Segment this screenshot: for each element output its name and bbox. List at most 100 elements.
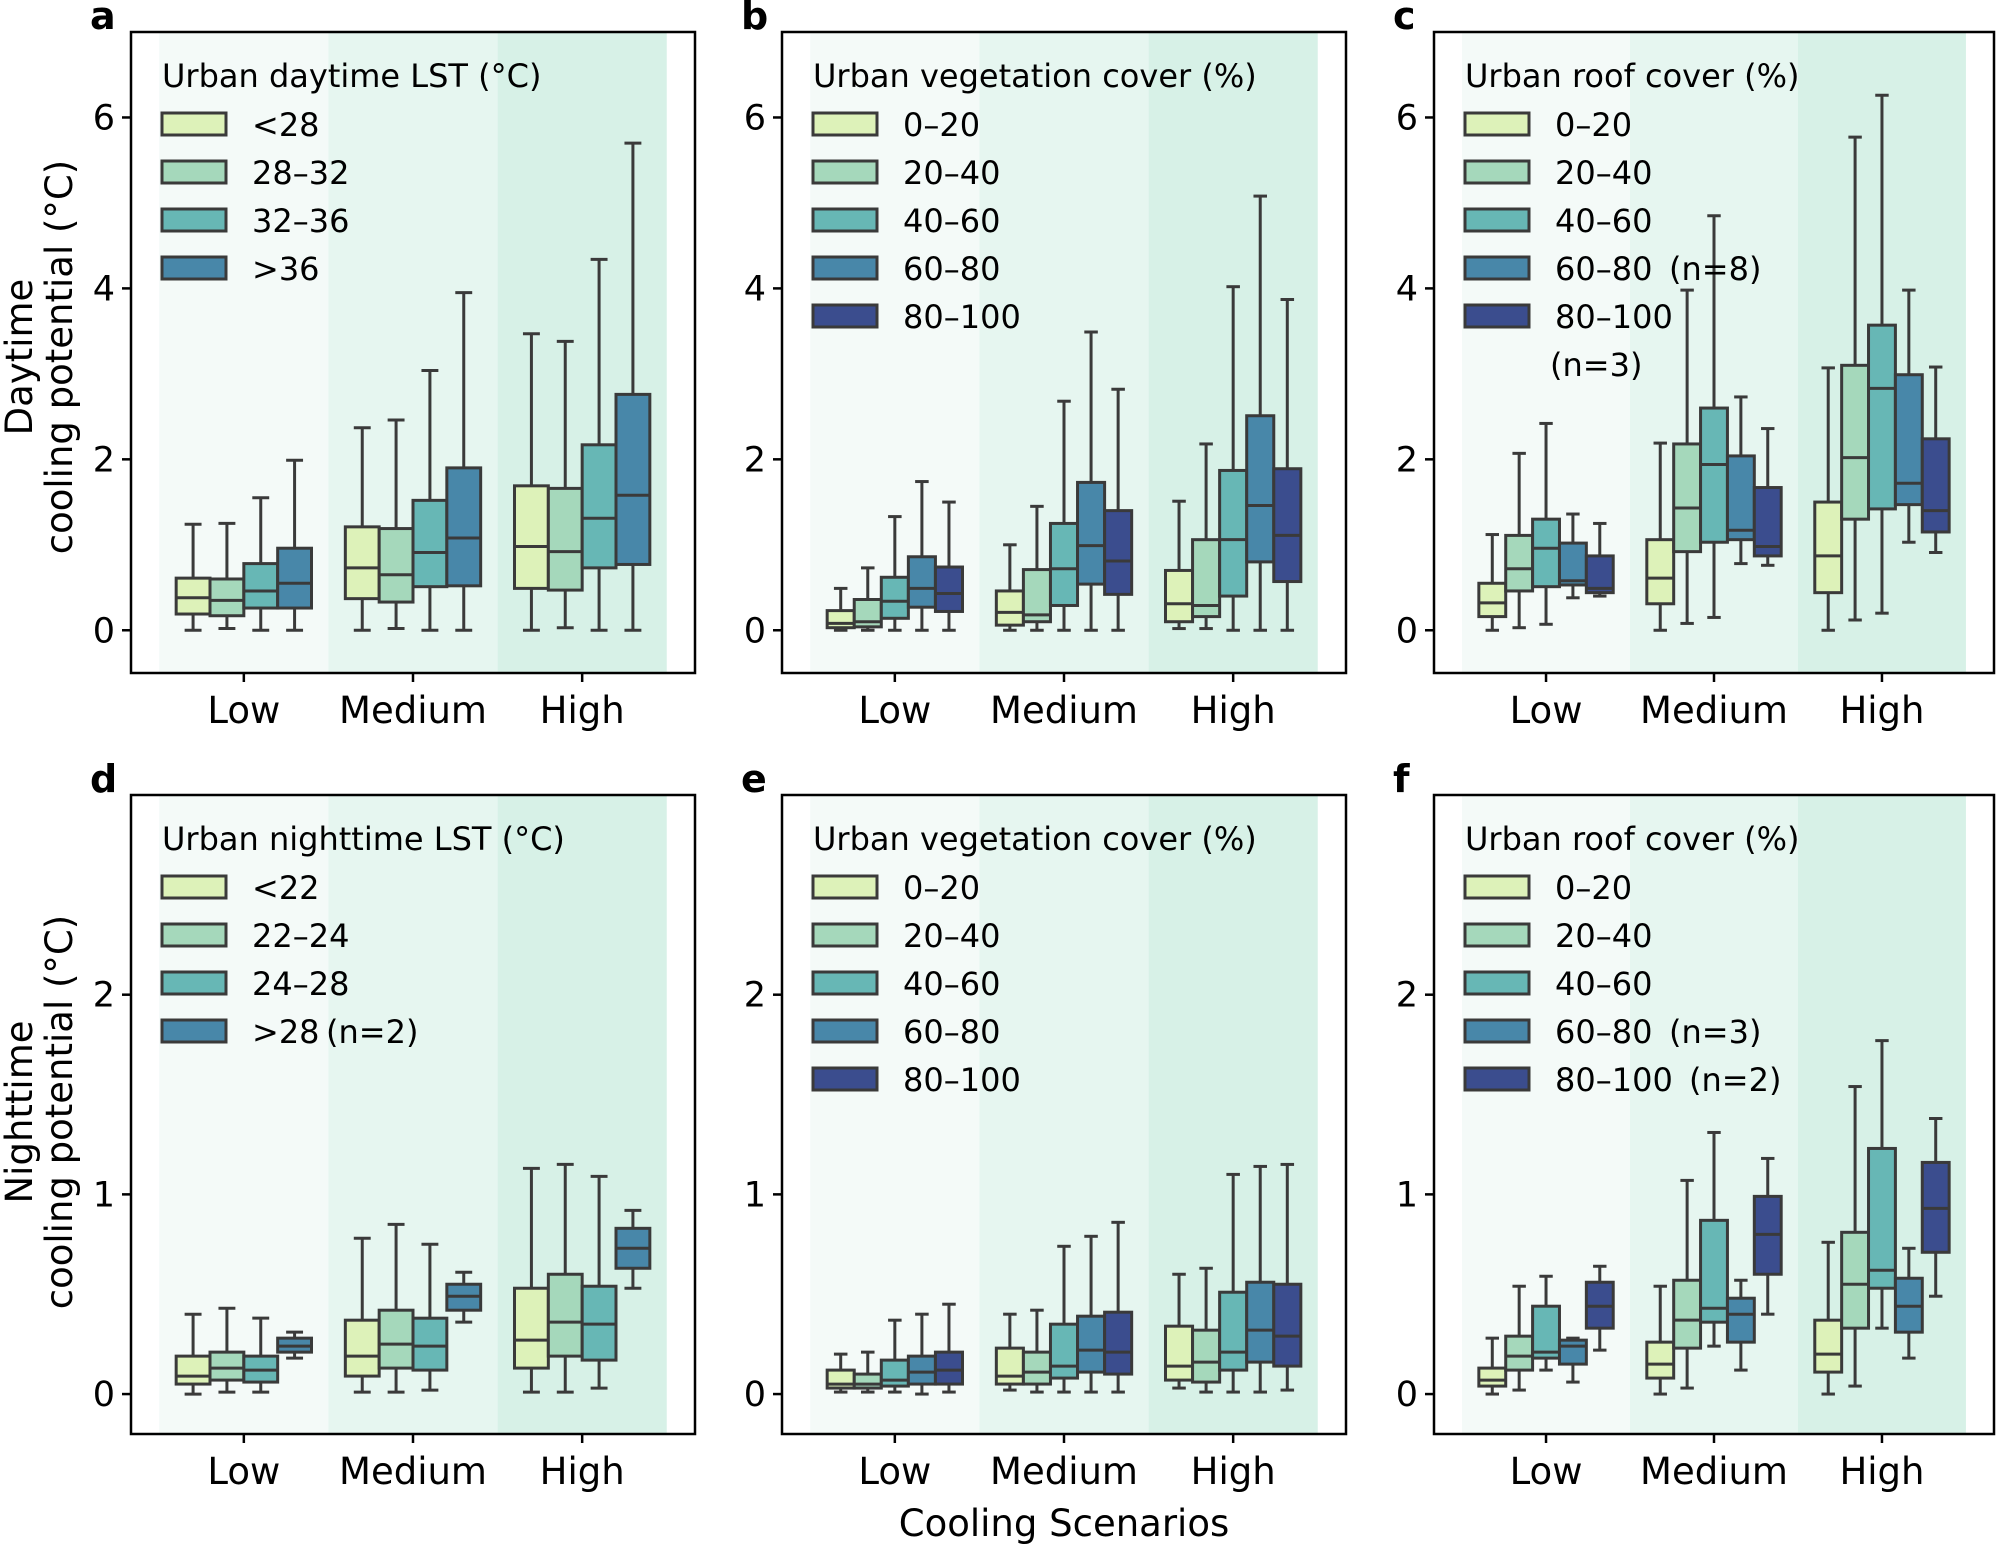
- box-low-series-2: [1504, 451, 1535, 630]
- panel-a: 0 2 4 6 Low Medium High a Urban daytime LST (°C)…: [90, 0, 697, 732]
- iqr-box: [1699, 406, 1729, 544]
- legend: Urban roof cover (%) 0–20 20–40 40–60 60–80 (…: [1463, 820, 1800, 1099]
- legend-label: 28–32: [252, 154, 349, 192]
- box-low-series-1: [174, 1312, 212, 1396]
- panel-c: 0 2 4 6 Low Medium High c Urban roof cover (%) 0–…: [1393, 0, 1996, 732]
- legend-title: Urban daytime LST (°C): [162, 57, 541, 95]
- legend-swatch: [1463, 1066, 1531, 1092]
- y-tick-label: 1: [1396, 1175, 1418, 1215]
- legend-label: 22–24: [252, 917, 349, 955]
- box-medium-series-3: [1699, 1130, 1729, 1348]
- y-tick-label: 2: [744, 440, 766, 480]
- legend-swatch: [160, 207, 228, 233]
- y-tick-label: 2: [93, 440, 115, 480]
- iqr-box: [1531, 1304, 1561, 1360]
- panels: 0 2 4 6 Low Medium High a Urban daytime LST (°C)…: [90, 0, 1996, 1493]
- legend-swatch: [1463, 159, 1531, 185]
- legend: Urban vegetation cover (%) 0–20 20–40 40–60…: [811, 57, 1257, 336]
- box-low-series-1: [825, 1352, 856, 1394]
- legend-swatch: [1463, 970, 1531, 996]
- box-high-series-5: [1272, 1162, 1303, 1392]
- legend-title: Urban roof cover (%): [1465, 820, 1800, 858]
- box-high-series-5: [1920, 365, 1951, 554]
- box-low-series-5: [1584, 521, 1615, 598]
- box-medium-series-1: [1645, 441, 1676, 632]
- iqr-box: [1245, 414, 1276, 564]
- legend-label: 0–20: [1555, 869, 1632, 907]
- iqr-box: [1672, 1278, 1703, 1350]
- box-low-series-2: [208, 521, 246, 631]
- iqr-box: [546, 486, 584, 592]
- iqr-box: [1699, 1218, 1729, 1324]
- y-tick-label: 0: [1396, 611, 1418, 651]
- box-high-series-1: [512, 1166, 550, 1394]
- legend-label: 20–40: [903, 917, 1000, 955]
- iqr-box: [1725, 1296, 1756, 1344]
- box-medium-series-2: [377, 1222, 415, 1394]
- iqr-box: [411, 1316, 449, 1372]
- iqr-box: [1672, 442, 1703, 554]
- legend-swatch: [160, 874, 228, 900]
- box-medium-series-1: [343, 426, 381, 632]
- iqr-box: [1645, 1340, 1676, 1380]
- legend-swatch: [811, 207, 879, 233]
- legend-label: 60–80: [1555, 250, 1652, 288]
- box-medium-series-2: [1021, 1308, 1052, 1394]
- x-tick-label-high: High: [1839, 689, 1924, 732]
- box-low-series-4: [276, 458, 314, 632]
- iqr-box: [174, 1354, 212, 1386]
- iqr-box: [1048, 521, 1080, 607]
- legend-swatch: [160, 159, 228, 185]
- iqr-box: [208, 577, 246, 618]
- legend-label: 20–40: [1555, 917, 1652, 955]
- legend-label: 80–100: [903, 1061, 1021, 1099]
- iqr-box: [1752, 486, 1783, 558]
- legend-swatch: [811, 1018, 879, 1044]
- iqr-box: [1813, 1318, 1844, 1374]
- iqr-box: [1048, 1322, 1080, 1380]
- box-low-series-2: [1504, 1284, 1535, 1392]
- iqr-box: [1920, 437, 1951, 534]
- box-medium-series-5: [1103, 1220, 1134, 1394]
- box-low-series-2: [852, 1350, 883, 1394]
- iqr-box: [825, 609, 856, 630]
- box-high-series-5: [1272, 298, 1303, 632]
- box-medium-series-1: [343, 1236, 381, 1394]
- box-high-series-2: [546, 1162, 584, 1394]
- panel-letter: a: [90, 0, 116, 38]
- iqr-box: [1645, 538, 1676, 606]
- y-tick-label: 0: [744, 1375, 766, 1415]
- box-high-series-3: [1218, 285, 1249, 632]
- box-low-series-3: [879, 515, 910, 632]
- iqr-box: [1813, 500, 1844, 595]
- row-ylabel-bottom-line2: cooling potential (°C): [38, 915, 81, 1309]
- legend-swatch: [811, 303, 879, 329]
- row-ylabel-bottom-line1: Nighttime: [0, 1021, 41, 1204]
- y-tick-label: 4: [744, 269, 766, 309]
- box-low-series-4: [1557, 1336, 1588, 1384]
- iqr-box: [580, 443, 618, 570]
- y-tick-label: 6: [93, 98, 115, 138]
- legend-title: Urban vegetation cover (%): [813, 57, 1257, 95]
- y-tick-label: 2: [1396, 440, 1418, 480]
- iqr-box: [1504, 1334, 1535, 1372]
- legend-swatch: [160, 1018, 228, 1044]
- iqr-box: [276, 546, 314, 610]
- iqr-box: [1725, 454, 1756, 542]
- y-tick-label: 1: [744, 1175, 766, 1215]
- iqr-box: [1103, 509, 1134, 596]
- x-tick-label-high: High: [1839, 1450, 1924, 1493]
- x-tick-label-high: High: [540, 689, 625, 732]
- box-low-series-4: [1557, 512, 1588, 600]
- box-high-series-2: [1191, 1266, 1222, 1394]
- y-tick-label: 4: [93, 269, 115, 309]
- legend-swatch: [811, 1066, 879, 1092]
- legend-label: 80–100: [1555, 1061, 1673, 1099]
- iqr-box: [1893, 373, 1924, 507]
- legend-label: 20–40: [903, 154, 1000, 192]
- legend-swatch: [1463, 255, 1531, 281]
- box-high-series-1: [1813, 366, 1844, 632]
- legend: Urban daytime LST (°C) <28 28–32 32–36 >36: [160, 57, 541, 288]
- box-high-series-4: [614, 141, 652, 632]
